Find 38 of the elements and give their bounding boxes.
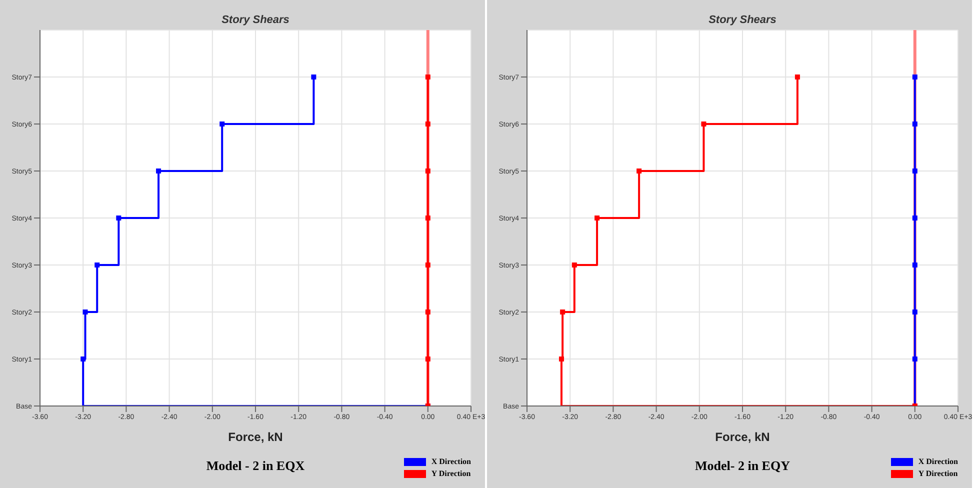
point [701, 122, 706, 126]
point [220, 122, 225, 126]
text: Model- 2 in EQY [695, 458, 790, 473]
point [794, 74, 800, 80]
point [80, 356, 86, 362]
chart-title: Story Shears [708, 14, 778, 28]
point [558, 356, 564, 362]
point [572, 262, 577, 268]
point [425, 356, 430, 362]
point [912, 122, 918, 126]
point [594, 216, 600, 220]
point [156, 168, 162, 174]
point [116, 216, 122, 220]
point [425, 262, 430, 268]
legend-label: Y Direction [431, 469, 471, 478]
point [560, 310, 566, 314]
point [311, 74, 316, 80]
legend-label: X Direction [431, 457, 471, 466]
point [425, 310, 430, 314]
point [912, 216, 918, 220]
text: Model - 2 in EQX [206, 458, 305, 473]
point [912, 168, 918, 174]
x-axis-title: Force, kN [227, 430, 284, 444]
point [912, 262, 918, 268]
point [425, 168, 430, 174]
point [636, 168, 642, 174]
point [912, 356, 918, 362]
point [425, 216, 430, 220]
point [94, 262, 100, 268]
x-axis-title: Force, kN [714, 430, 771, 444]
legend-label: Y Direction [918, 469, 958, 478]
point [425, 122, 430, 126]
point [912, 74, 918, 80]
legend-label: X Direction [918, 457, 958, 466]
chart-title: Story Shears [220, 14, 290, 28]
point [425, 74, 430, 80]
point [82, 310, 88, 314]
point [912, 310, 918, 314]
